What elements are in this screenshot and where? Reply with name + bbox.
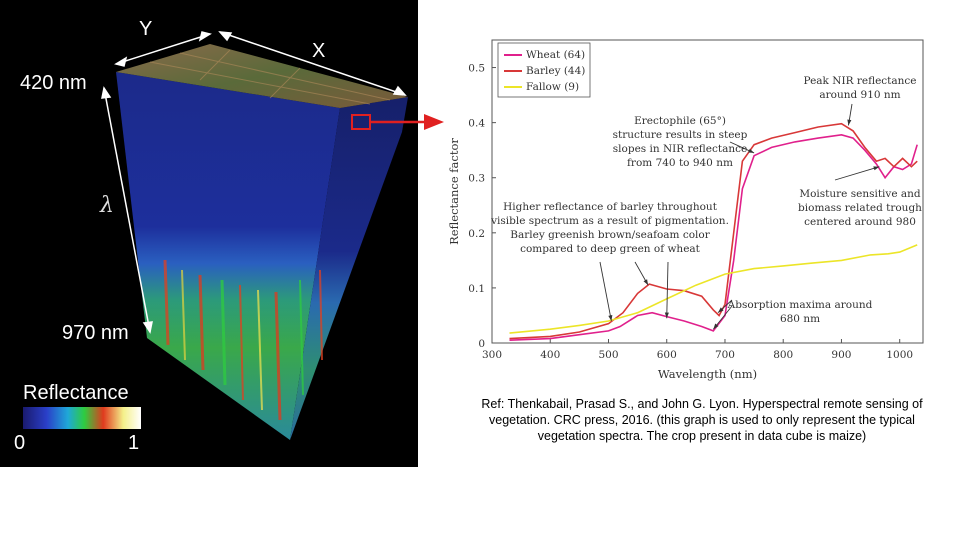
annotation-2-line-3: compared to deep green of wheat bbox=[520, 243, 701, 255]
annotation-arrow-barley-2-head bbox=[643, 279, 649, 286]
annotation-arrow-barley-1 bbox=[599, 261, 612, 322]
y-tick-label: 0.4 bbox=[468, 118, 485, 130]
pixel-to-spectrum-arrow bbox=[370, 114, 444, 130]
annotation-arrow-barley-3 bbox=[666, 261, 669, 319]
y-tick-label: 0.3 bbox=[468, 173, 485, 185]
x-tick-label: 800 bbox=[773, 349, 793, 361]
data-cube-panel: Y X 420 nm λ 970 nm Reflectance 0 1 bbox=[0, 0, 418, 467]
cube-spectral-streaks bbox=[163, 259, 323, 421]
lambda-axis-arrow bbox=[103, 87, 151, 333]
series-line-1 bbox=[509, 122, 918, 340]
annotation-0-line-0: Peak NIR reflectance bbox=[803, 75, 916, 87]
spectra-chart: 300 400 500 600 700 800 900 1000 0 0.1 0.2 0.3 0.4 0.… bbox=[447, 39, 924, 381]
annotation-arrow-absorption-2-head bbox=[713, 323, 719, 330]
annotation-arrow-peak-head bbox=[847, 119, 852, 126]
annotation-2-line-1: visible spectrum as a result of pigmenta… bbox=[490, 215, 729, 227]
y-tick-label: 0.1 bbox=[468, 283, 485, 295]
cube-label-x: X bbox=[312, 40, 326, 62]
x-tick-label: 500 bbox=[598, 349, 618, 361]
y-axis-label: Reflectance factor bbox=[447, 138, 461, 245]
x-tick-label: 1000 bbox=[886, 349, 913, 361]
cube-label-start-wavelength: 420 nm bbox=[20, 72, 87, 94]
annotation-3-line-1: biomass related trough bbox=[798, 202, 922, 214]
annotation-3-line-2: centered around 980 bbox=[804, 216, 916, 228]
colorbar bbox=[23, 407, 141, 429]
legend-entry-0: Wheat (64) bbox=[526, 49, 585, 61]
series-line-0 bbox=[509, 133, 918, 341]
annotation-3-line-0: Moisture sensitive and bbox=[799, 188, 921, 200]
annotation-1-line-2: slopes in NIR reflectance bbox=[613, 143, 747, 155]
x-axis-arrow bbox=[219, 31, 406, 96]
data-cube-graphic bbox=[23, 31, 408, 440]
annotation-2-line-2: Barley greenish brown/seafoam color bbox=[510, 229, 710, 241]
y-axis-arrow bbox=[115, 33, 211, 65]
x-tick-label: 400 bbox=[540, 349, 560, 361]
annotation-arrow-absorption-1-head bbox=[717, 307, 724, 313]
colorbar-max-label: 1 bbox=[128, 432, 140, 454]
x-tick-label: 900 bbox=[831, 349, 851, 361]
cube-side-face bbox=[290, 97, 408, 440]
y-tick-label: 0.2 bbox=[468, 228, 485, 240]
legend-entry-1: Barley (44) bbox=[526, 65, 585, 77]
cube-label-y: Y bbox=[139, 18, 153, 40]
annotation-1-line-1: structure results in steep bbox=[613, 129, 748, 141]
colorbar-min-label: 0 bbox=[14, 432, 26, 454]
annotation-arrow-trough-head bbox=[873, 166, 880, 171]
annotation-4-line-1: 680 nm bbox=[780, 313, 820, 325]
cube-label-lambda: λ bbox=[100, 193, 114, 218]
annotation-arrow-slope-head bbox=[748, 148, 755, 153]
series-line-2 bbox=[509, 244, 918, 334]
x-tick-label: 300 bbox=[482, 349, 502, 361]
cube-top-field-pattern bbox=[149, 49, 391, 105]
annotation-1-line-0: Erectophile (65°) bbox=[634, 115, 726, 127]
y-tick-label: 0 bbox=[478, 338, 485, 350]
annotation-2-line-0: Higher reflectance of barley throughout bbox=[503, 201, 718, 213]
annotation-1-line-3: from 740 to 940 nm bbox=[627, 157, 733, 169]
annotation-4-line-0: Absorption maxima around bbox=[727, 299, 873, 311]
annotation-arrow-barley-1-head bbox=[608, 315, 613, 321]
cube-front-face bbox=[116, 72, 340, 440]
colorbar-title: Reflectance bbox=[23, 382, 129, 404]
x-tick-label: 600 bbox=[657, 349, 677, 361]
x-axis-label: Wavelength (nm) bbox=[658, 367, 757, 381]
x-tick-label: 700 bbox=[715, 349, 735, 361]
legend-entry-2: Fallow (9) bbox=[526, 81, 579, 93]
annotation-arrow-trough bbox=[834, 166, 880, 181]
cube-top-face bbox=[116, 44, 408, 108]
annotation-arrow-barley-3-head bbox=[664, 312, 669, 319]
annotation-0-line-1: around 910 nm bbox=[819, 89, 900, 101]
y-tick-label: 0.5 bbox=[468, 63, 485, 75]
reference-citation: Ref: Thenkabail, Prasad S., and John G. … bbox=[481, 397, 923, 443]
cube-label-end-wavelength: 970 nm bbox=[62, 322, 129, 344]
